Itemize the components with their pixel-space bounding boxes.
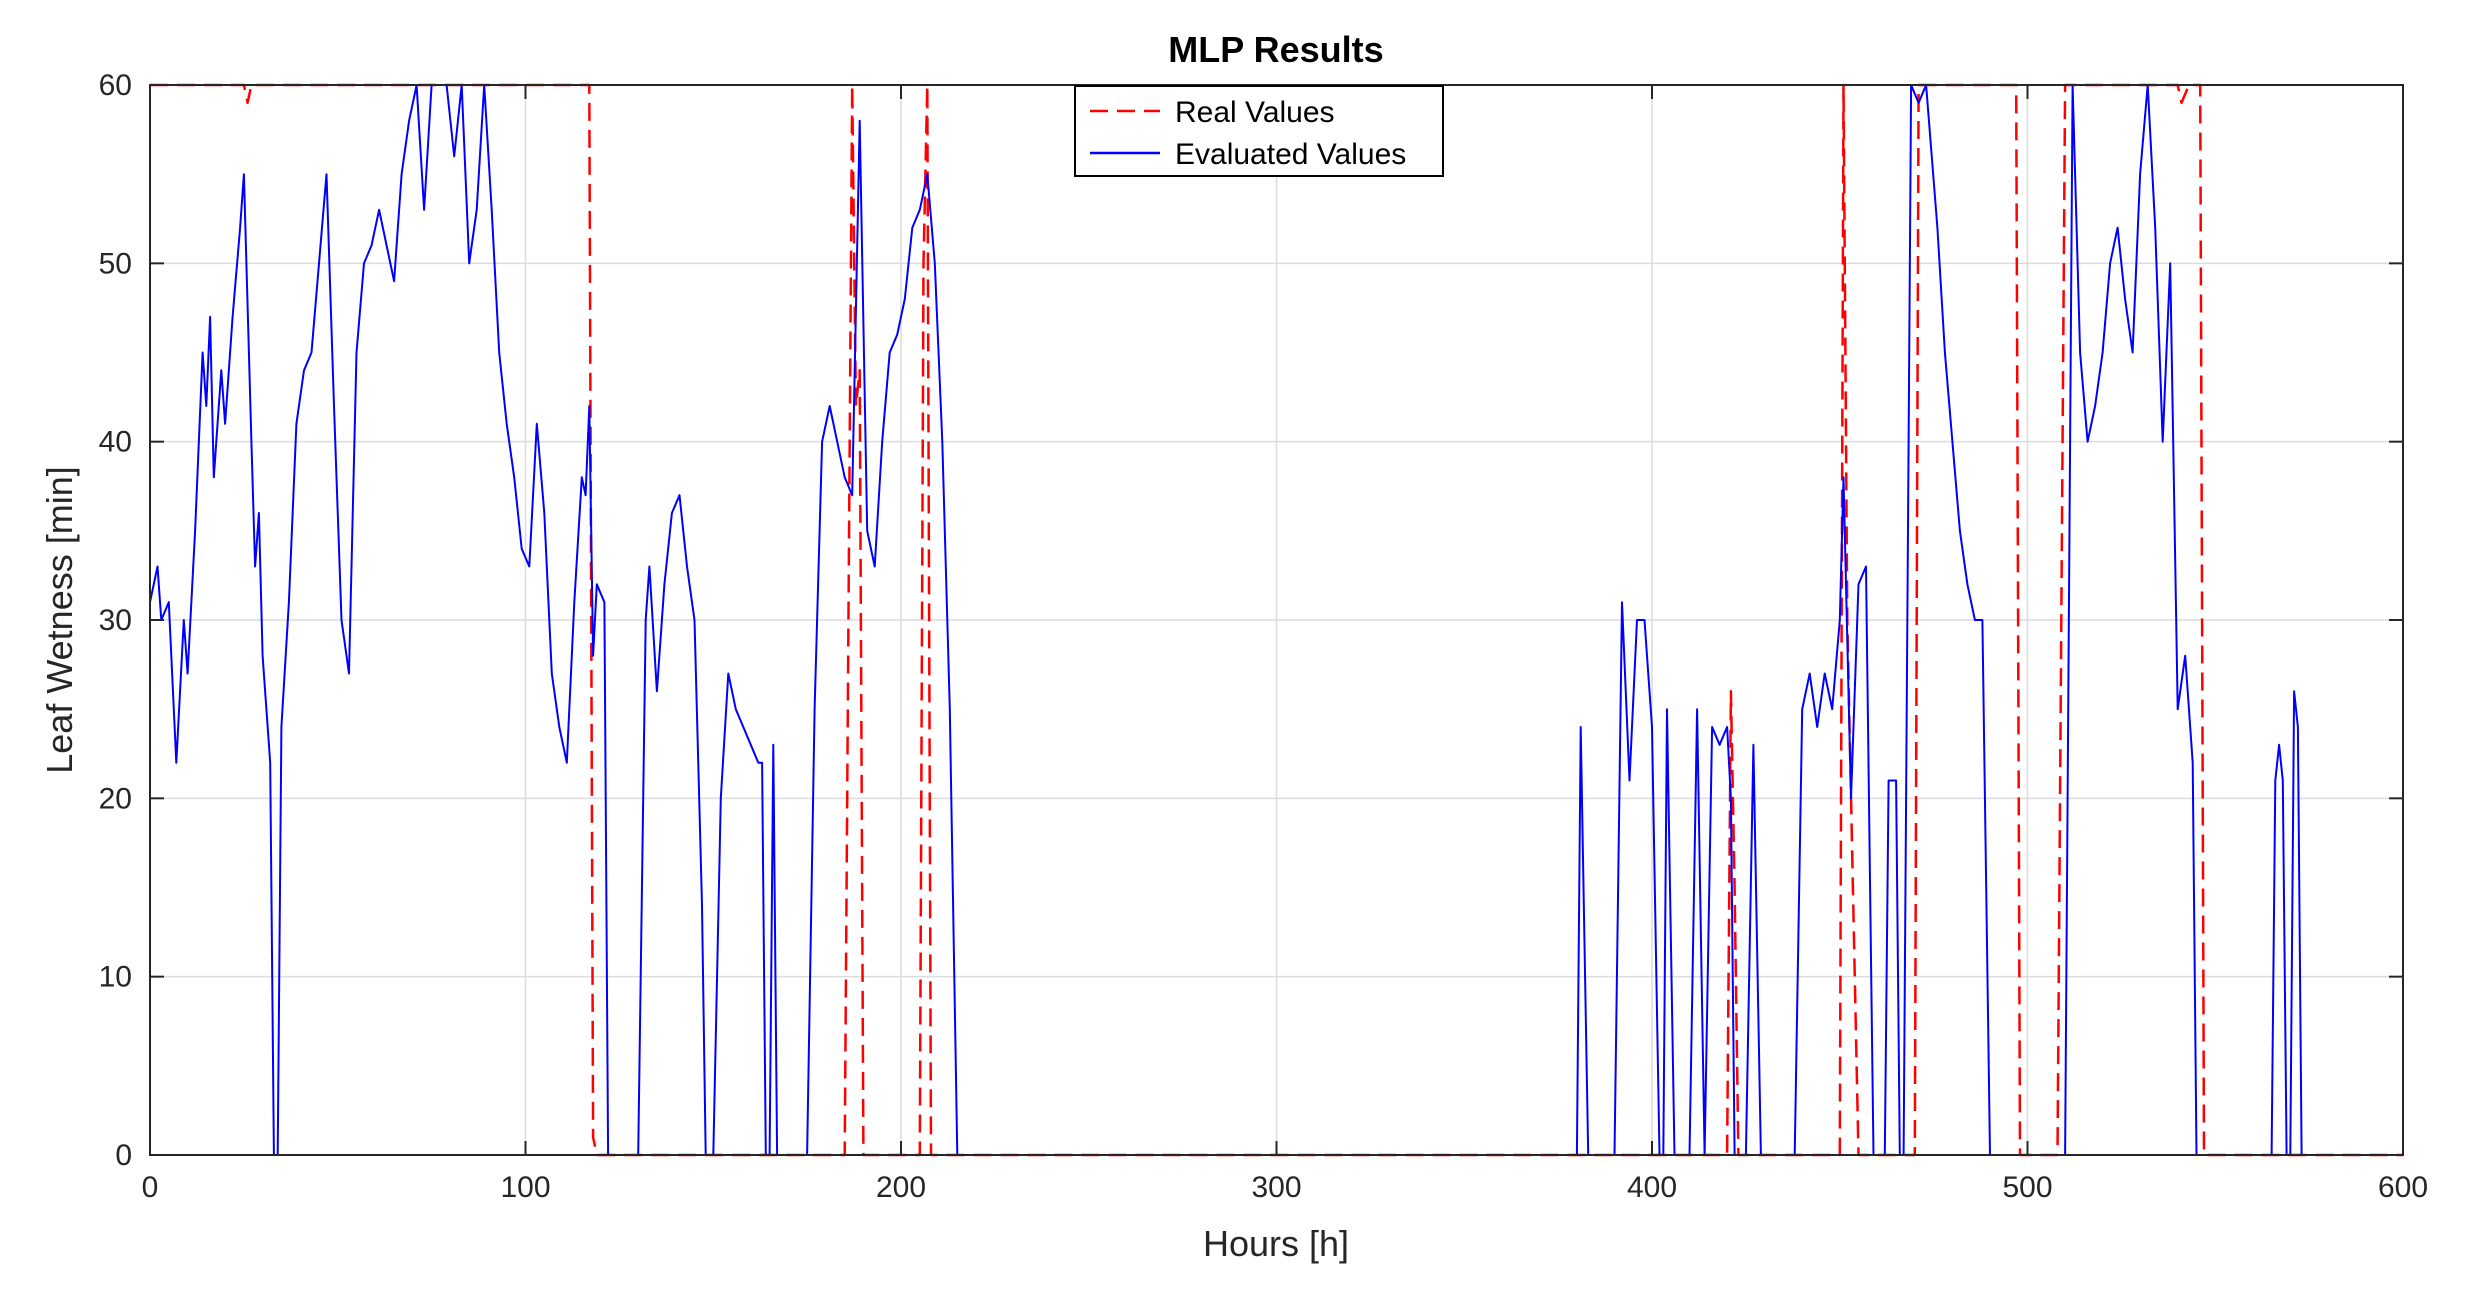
legend-label-evaluated-values: Evaluated Values xyxy=(1175,138,1406,171)
x-axis-label: Hours [h] xyxy=(1203,1223,1349,1264)
legend-box xyxy=(1074,85,1444,177)
x-tick-label: 600 xyxy=(2378,1171,2428,1204)
legend: Real Values Evaluated Values xyxy=(1074,85,1444,177)
y-tick-label: 30 xyxy=(99,604,132,637)
y-tick-label: 60 xyxy=(99,69,132,102)
x-tick-label: 100 xyxy=(500,1171,550,1204)
y-tick-label: 20 xyxy=(99,782,132,815)
x-tick-label: 200 xyxy=(876,1171,926,1204)
y-tick-label: 50 xyxy=(99,247,132,280)
axis-ticks: 0 100 200 300 400 500 600 0 10 20 30 40 50 60 xyxy=(99,69,2428,1204)
y-tick-label: 10 xyxy=(99,961,132,994)
legend-label-real-values: Real Values xyxy=(1175,96,1335,129)
y-tick-label: 0 xyxy=(115,1139,132,1172)
y-axis-label: Leaf Wetness [min] xyxy=(39,466,80,773)
chart-title: MLP Results xyxy=(1168,29,1383,70)
x-tick-label: 300 xyxy=(1251,1171,1301,1204)
series-line-evaluated-values xyxy=(149,84,2403,1156)
x-tick-label: 500 xyxy=(2002,1171,2052,1204)
x-tick-label: 0 xyxy=(142,1171,159,1204)
x-tick-label: 400 xyxy=(1627,1171,1677,1204)
y-tick-label: 40 xyxy=(99,426,132,459)
